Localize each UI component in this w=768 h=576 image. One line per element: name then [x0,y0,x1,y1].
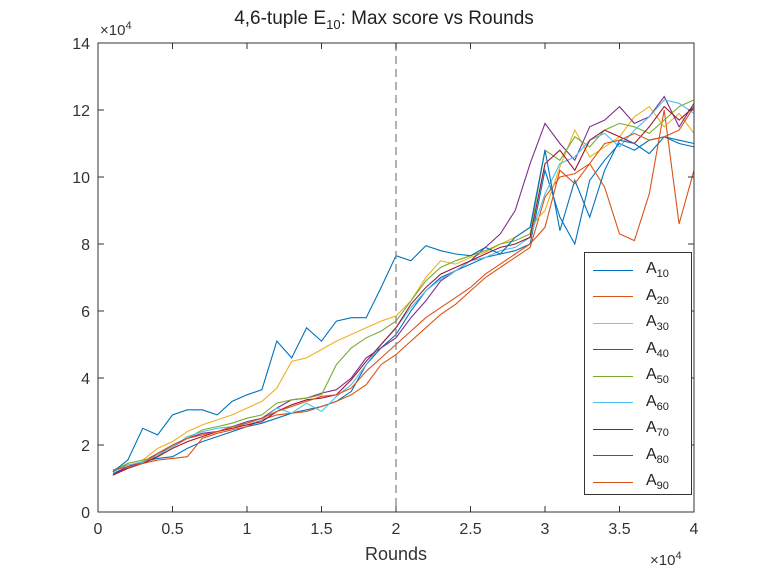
y-tick-label: 6 [81,304,90,321]
legend-item: A70 [585,416,691,443]
legend-swatch [593,481,633,483]
legend-swatch [593,296,633,298]
legend-label: A10 [646,260,669,281]
legend-swatch [593,402,633,404]
series-line-A30 [112,105,695,471]
y-tick-label: 10 [72,170,90,187]
series-line-A70 [112,105,695,476]
series-line-A50 [112,99,695,473]
x-tick-label: 0 [94,521,103,538]
legend-item: A20 [585,284,691,311]
legend-swatch [593,349,633,351]
chart-title: 4,6-tuple E10: Max score vs Rounds [234,8,534,32]
x-axis-label: Rounds [364,544,428,564]
x-tick-label: 2 [392,521,401,538]
legend-item: A50 [585,363,691,390]
legend-item: A80 [585,443,691,470]
y-tick-label: 0 [81,505,90,522]
series-line-A20 [112,109,695,471]
x-tick-label: 1 [243,521,252,538]
y-tick-label: 8 [81,237,90,254]
legend-swatch [593,269,633,271]
legend-label: A40 [646,339,669,360]
legend-item: A90 [585,469,691,496]
axes-layer: 0 0.5 1 1.5 2 2.5 3 3.5 4 0 2 4 6 8 10 12 14 [72,36,698,538]
legend-item: A30 [585,310,691,337]
legend-label: A20 [646,286,669,307]
legend-label: A30 [646,313,669,334]
legend-item: A10 [585,257,691,284]
legend: A10 A20 A30 A40 A50 A60 A70 A80 A90 [584,252,692,495]
y-tick-label: 4 [81,371,90,388]
x-tick-label: 0.5 [161,521,183,538]
legend-swatch [593,322,633,324]
x-tick-label: 2.5 [459,521,481,538]
legend-label: A50 [646,366,669,387]
y-tick-label: 2 [81,438,90,455]
legend-label: A70 [646,419,669,440]
series-layer [112,95,695,476]
x-tick-label: 3 [541,521,550,538]
legend-item: A40 [585,337,691,364]
legend-item: A60 [585,390,691,417]
series-line-A10 [112,136,695,475]
series-line-A60 [112,99,695,473]
series-line-A80 [112,136,695,473]
y-tick-label: 12 [72,103,90,120]
x-tick-label: 3.5 [608,521,630,538]
legend-label: A80 [646,445,669,466]
series-line-A90 [112,106,695,471]
x-tick-label: 4 [690,521,699,538]
series-line-A40 [112,95,695,476]
y-tick-label: 14 [72,36,90,53]
y-exponent-label: ×104 [100,20,132,39]
legend-swatch [593,428,633,430]
legend-swatch [593,375,633,377]
legend-swatch [593,455,633,457]
x-exponent-label: ×104 [650,550,682,569]
legend-label: A90 [646,472,669,493]
legend-label: A60 [646,392,669,413]
x-tick-label: 1.5 [310,521,332,538]
